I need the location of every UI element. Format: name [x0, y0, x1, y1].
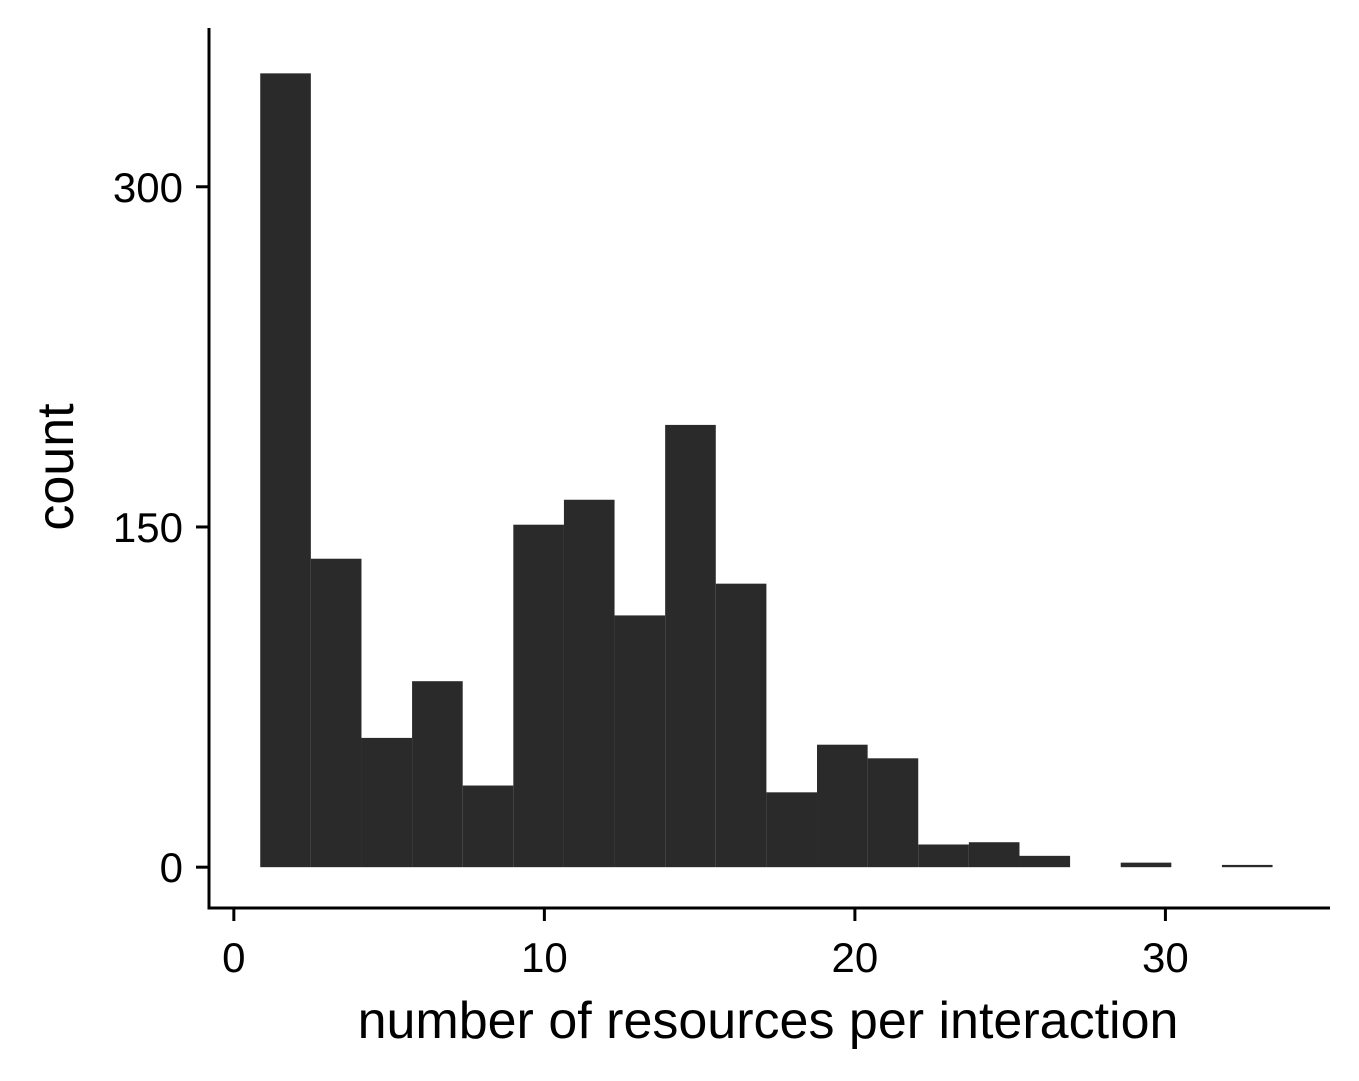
x-tick-label: 0 [222, 934, 245, 981]
histogram-bar [968, 842, 1020, 868]
x-tick-label: 20 [832, 934, 879, 981]
histogram-bar [715, 583, 767, 868]
histogram-bar [1221, 864, 1273, 868]
histogram-bar [665, 424, 716, 868]
histogram-bar [260, 73, 311, 868]
x-tick-label: 30 [1142, 934, 1189, 981]
y-tick-label: 300 [113, 164, 183, 211]
histogram-bar [867, 758, 919, 868]
histogram-bar [766, 792, 818, 868]
histogram-bar [361, 737, 413, 868]
histogram-bar [817, 744, 868, 868]
histogram-bar [918, 844, 969, 868]
histogram-bar [412, 681, 463, 868]
y-axis-title: count [27, 403, 85, 531]
x-axis-ticks: 0 10 20 30 [222, 908, 1189, 981]
x-axis-title: number of resources per interaction [358, 992, 1179, 1050]
y-tick-label: 150 [113, 504, 183, 551]
y-axis-ticks: 0 150 300 [113, 164, 209, 891]
histogram-bars [260, 73, 1273, 868]
histogram-bar [1120, 862, 1172, 868]
y-tick-label: 0 [160, 844, 183, 891]
x-tick-label: 10 [521, 934, 568, 981]
histogram-bar [614, 615, 666, 868]
histogram-bar [310, 558, 362, 868]
histogram-bar [1019, 855, 1071, 868]
histogram-bar [462, 785, 514, 868]
histogram-bar [513, 524, 564, 868]
histogram-bar [563, 499, 615, 868]
